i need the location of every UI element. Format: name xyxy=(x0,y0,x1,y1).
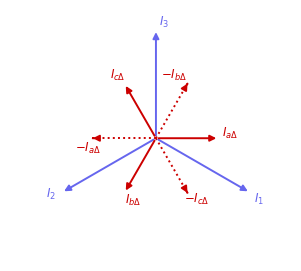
Text: $I_{b\Delta}$: $I_{b\Delta}$ xyxy=(125,193,141,208)
Text: $I_{a\Delta}$: $I_{a\Delta}$ xyxy=(222,126,238,141)
Text: $-I_{a\Delta}$: $-I_{a\Delta}$ xyxy=(76,140,101,156)
Text: $I_3$: $I_3$ xyxy=(159,15,169,30)
Text: $I_2$: $I_2$ xyxy=(46,187,56,202)
Text: $I_1$: $I_1$ xyxy=(254,192,264,207)
Text: $-I_{b\Delta}$: $-I_{b\Delta}$ xyxy=(161,68,188,83)
Text: $I_{c\Delta}$: $I_{c\Delta}$ xyxy=(110,68,126,83)
Text: $-I_{c\Delta}$: $-I_{c\Delta}$ xyxy=(184,192,209,207)
